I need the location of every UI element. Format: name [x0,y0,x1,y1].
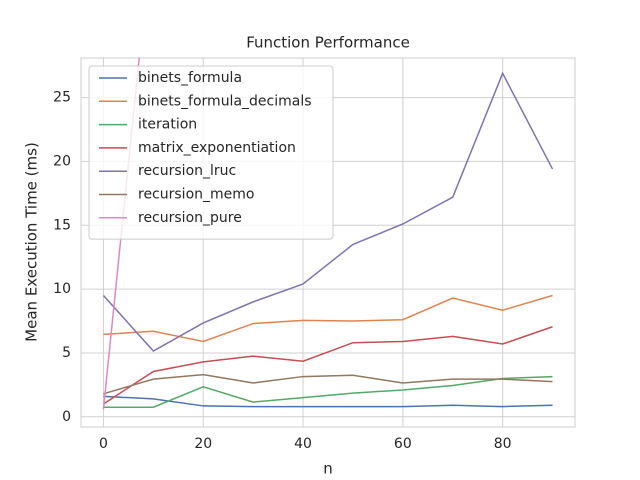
legend-label: binets_formula_decimals [138,93,312,109]
x-tick-label: 40 [294,436,312,452]
series-line [102,71,554,352]
legend-box [88,65,334,240]
chart-title: Function Performance [246,34,410,52]
legend-label: recursion_lruc [138,163,236,179]
legend: binets_formula binets_formula_decimalsite… [88,65,334,240]
legend-label: matrix_exponentiation [138,140,296,156]
y-tick-label: 20 [53,153,71,169]
y-tick-label: 25 [53,90,71,106]
legend-label: binets_formula [138,70,242,86]
series-line [103,375,553,408]
y-tick-label: 10 [53,281,71,297]
x-tick-label: 20 [194,436,212,452]
x-tick-label: 80 [494,436,512,452]
x-tick-label: 60 [394,436,412,452]
series-line [103,395,553,408]
legend-label: recursion_pure [138,210,242,226]
legend-label: iteration [138,117,197,133]
x-tick-label: 0 [99,436,108,452]
y-tick-label: 5 [62,345,71,361]
series-line [103,326,553,405]
y-tick-label: 15 [53,217,71,233]
y-tick-label: 0 [62,409,71,425]
y-axis-label: Mean Execution Time (ms) [23,142,41,342]
legend-label: recursion_memo [138,187,254,203]
x-axis-label: n [323,460,333,478]
series-line [103,373,553,395]
